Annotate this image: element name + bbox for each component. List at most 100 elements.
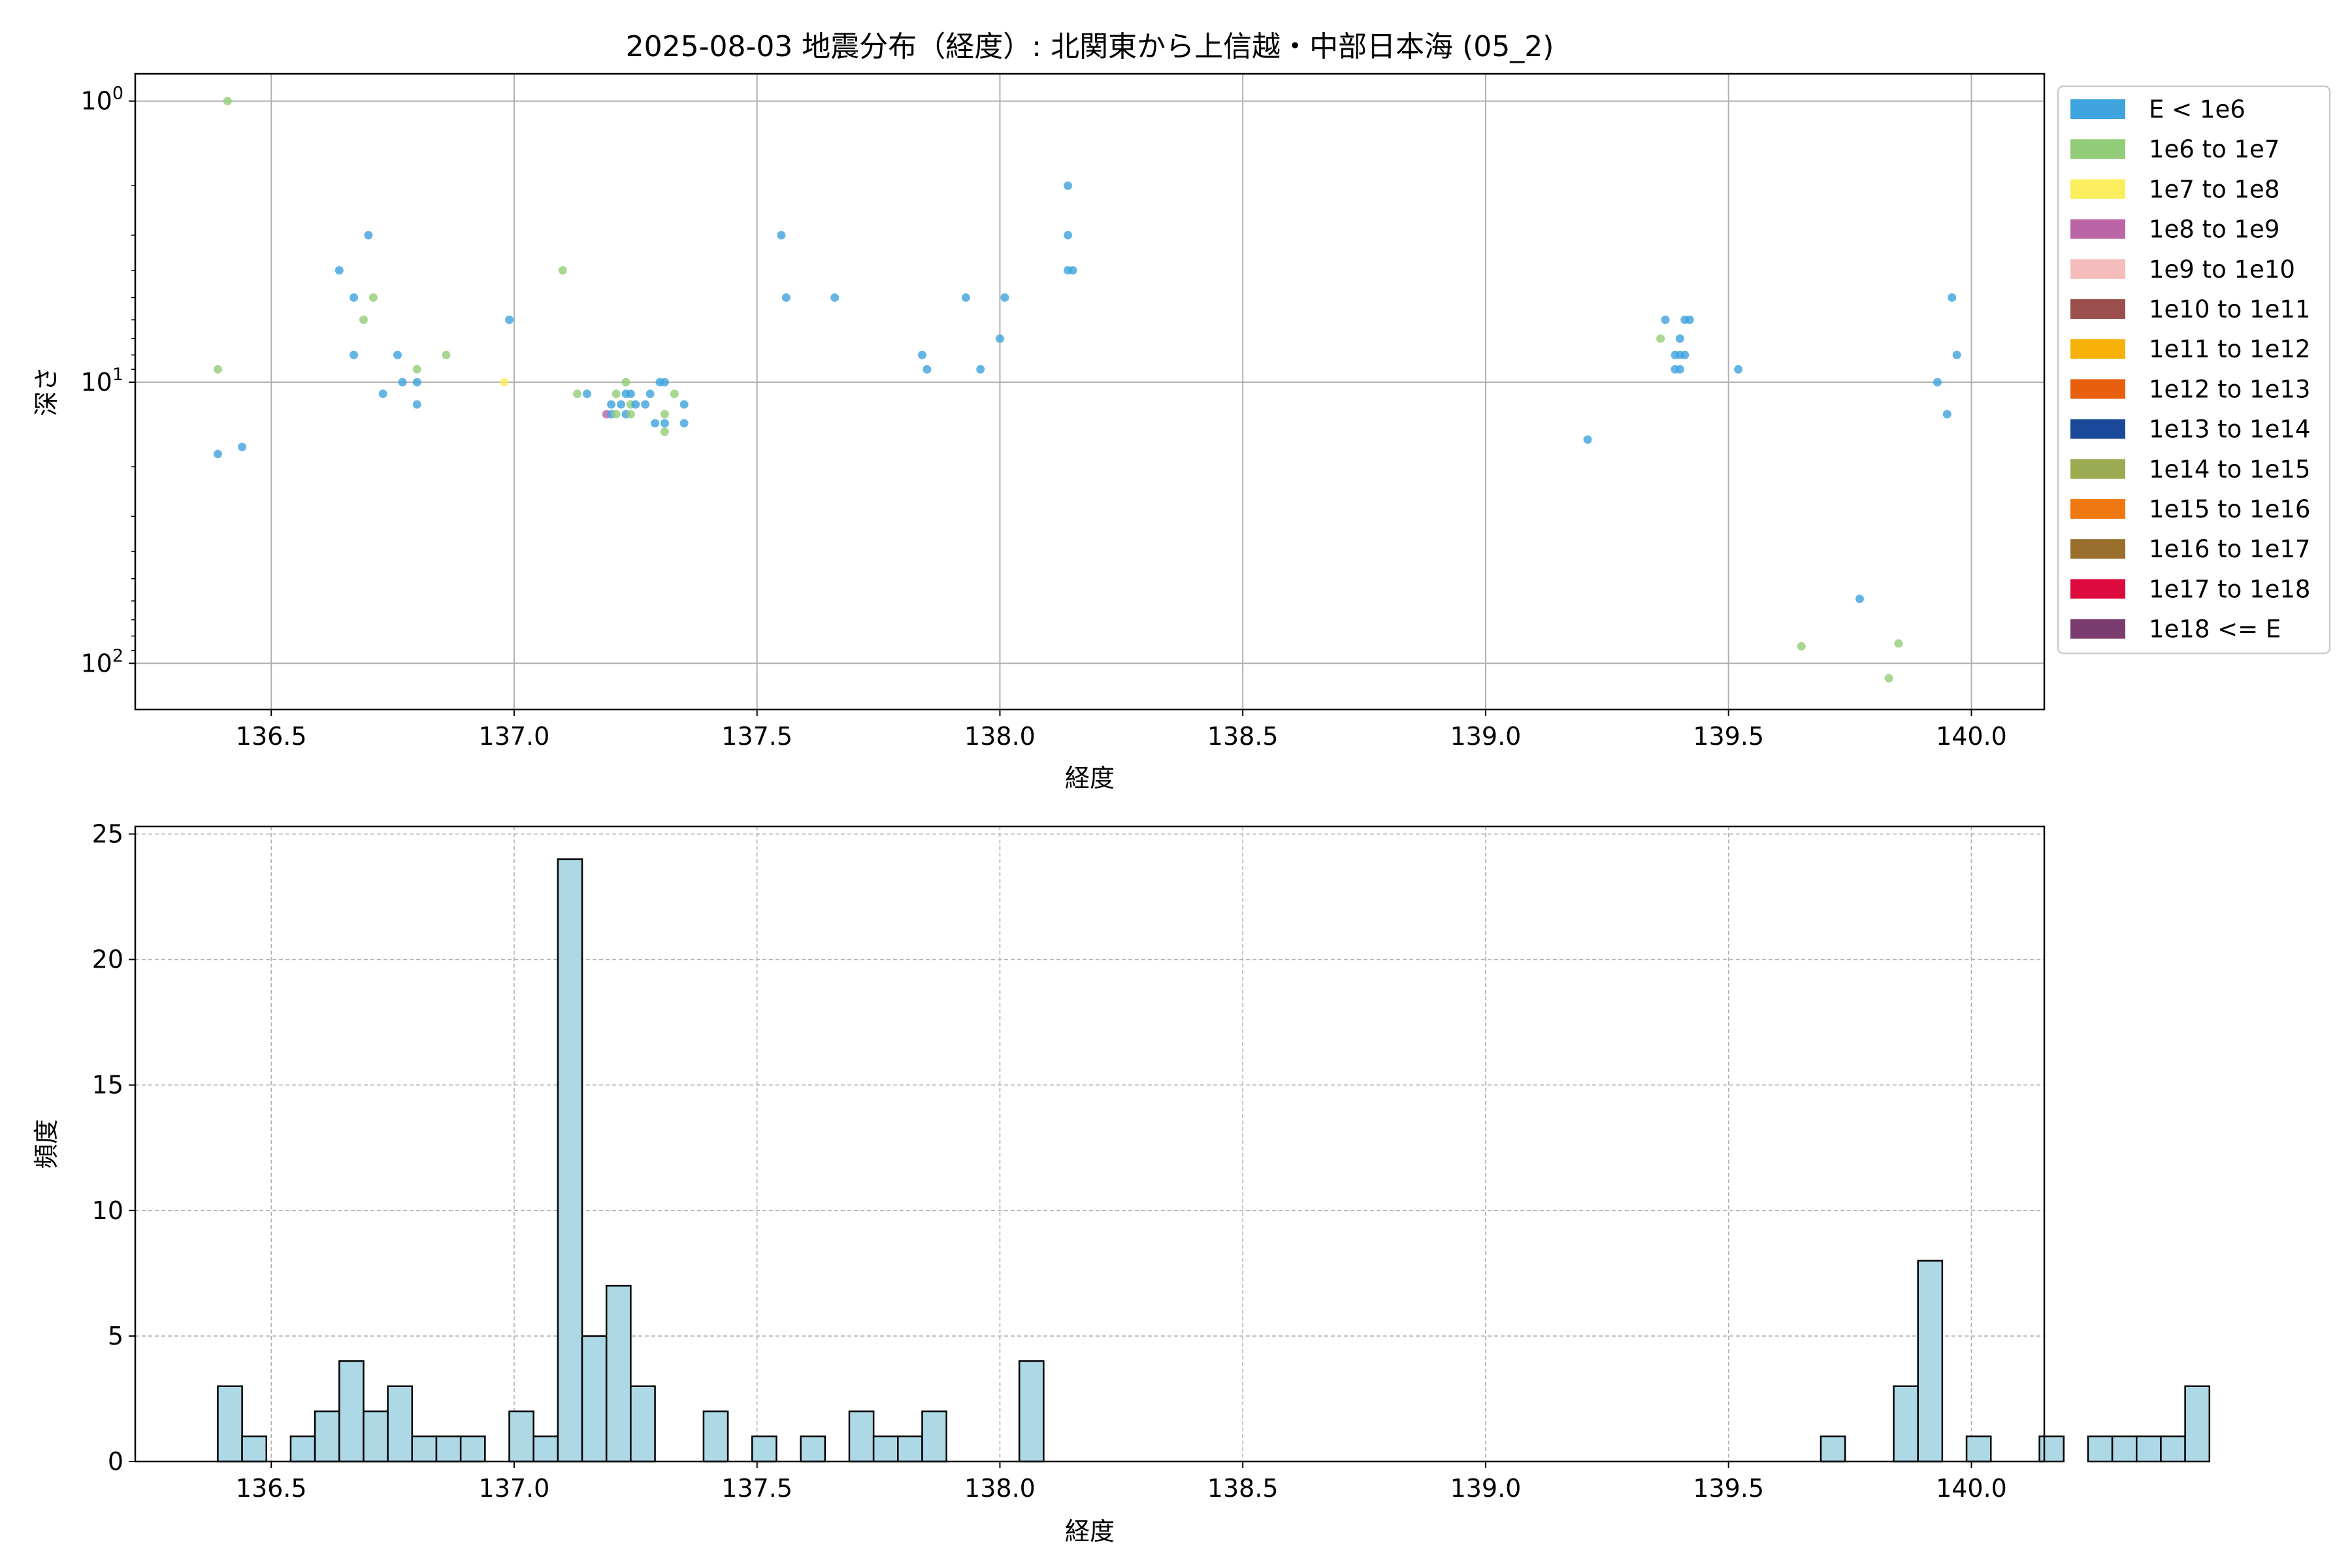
x-tick-label: 139.0 — [1450, 1474, 1522, 1503]
legend-label: 1e8 to 1e9 — [2149, 216, 2279, 244]
y-tick-base: 10 — [80, 87, 112, 116]
scatter-point — [995, 334, 1004, 343]
scatter-point — [412, 365, 421, 374]
histogram-y-axis-label: 頻度 — [32, 1119, 61, 1169]
histogram-bar — [387, 1385, 414, 1463]
scatter-point — [607, 400, 616, 409]
scatter-point — [781, 293, 791, 302]
x-tick-label: 140.0 — [1936, 722, 2007, 751]
scatter-point — [412, 400, 421, 409]
scatter-point — [393, 350, 402, 359]
scatter-point — [651, 419, 660, 428]
legend-swatch — [2070, 379, 2125, 399]
histogram-bar — [848, 1410, 875, 1463]
scatter-point — [1068, 266, 1077, 275]
scatter-point — [660, 419, 669, 428]
y-tick-label: 102 — [80, 645, 123, 678]
scatter-point — [1656, 334, 1665, 343]
legend-swatch — [2070, 419, 2125, 439]
scatter-x-ticks: 136.5 137.0 137.5 138.0 138.5 139.0 139.5 140.0 — [236, 710, 2007, 751]
legend-label: 1e6 to 1e7 — [2149, 135, 2279, 163]
histogram-bar — [581, 1335, 608, 1463]
scatter-x-axis-label: 経度 — [1065, 764, 1115, 792]
scatter-point — [378, 389, 387, 399]
legend-label: 1e9 to 1e10 — [2149, 255, 2295, 284]
scatter-point — [213, 449, 222, 459]
x-tick-label: 138.5 — [1207, 1474, 1279, 1503]
histogram-bar — [897, 1435, 923, 1463]
histogram-bar — [459, 1435, 486, 1463]
histogram-plot-frame — [134, 825, 2046, 1463]
histogram-bar — [921, 1410, 947, 1463]
scatter-point — [368, 293, 378, 302]
y-tick-label: 100 — [80, 84, 123, 116]
legend-label: 1e11 to 1e12 — [2149, 335, 2310, 363]
histogram-y-ticks: 0 5 10 15 20 25 — [92, 820, 135, 1476]
histogram-bar — [2111, 1435, 2138, 1463]
scatter-point — [1948, 293, 1957, 302]
y-tick-label: 5 — [108, 1322, 123, 1350]
legend-swatch — [2070, 539, 2125, 559]
histogram-x-ticks: 136.5 137.0 137.5 138.0 138.5 139.0 139.5 140.0 — [236, 1462, 2007, 1503]
scatter-point — [350, 350, 359, 359]
legend-label: 1e12 to 1e13 — [2149, 375, 2310, 403]
scatter-point — [412, 378, 421, 387]
scatter-y-axis-label: 深さ — [32, 367, 61, 416]
scatter-point — [582, 389, 591, 399]
scatter-point — [645, 389, 655, 399]
scatter-point — [612, 389, 621, 399]
scatter-point — [1855, 595, 1864, 604]
histogram-bar — [241, 1435, 267, 1463]
histogram-bar — [605, 1284, 632, 1463]
scatter-point — [350, 293, 359, 302]
legend: E < 1e6 1e6 to 1e7 1e7 to 1e8 1e8 to 1e9 1e9… — [2057, 85, 2331, 655]
scatter-point — [1797, 642, 1806, 651]
y-tick-exponent: 2 — [112, 645, 123, 666]
histogram-bar — [2184, 1385, 2211, 1463]
legend-label: 1e14 to 1e15 — [2149, 455, 2310, 483]
histogram-bar — [557, 858, 583, 1463]
histogram-bar — [2160, 1435, 2186, 1463]
scatter-point — [660, 410, 669, 419]
legend-label: 1e10 to 1e11 — [2149, 295, 2310, 323]
legend-label: 1e16 to 1e17 — [2149, 535, 2310, 563]
histogram-bar — [751, 1435, 777, 1463]
histogram-bar — [314, 1410, 340, 1463]
legend-label: 1e15 to 1e16 — [2149, 495, 2310, 523]
scatter-point — [626, 389, 635, 399]
scatter-point — [1734, 365, 1743, 374]
histogram-bar — [508, 1410, 534, 1463]
legend-label: 1e13 to 1e14 — [2149, 416, 2310, 444]
histogram-bar — [872, 1435, 899, 1463]
histogram-bar — [1820, 1435, 1846, 1463]
y-tick-base: 10 — [80, 368, 112, 397]
scatter-point — [558, 266, 567, 275]
histogram-bar — [1917, 1260, 1944, 1463]
x-tick-label: 138.0 — [964, 722, 1036, 751]
scatter-point — [917, 350, 926, 359]
scatter-point — [1884, 674, 1893, 683]
scatter-point — [500, 378, 509, 387]
scatter-point — [335, 266, 344, 275]
y-tick-label: 15 — [92, 1071, 123, 1100]
x-tick-label: 138.5 — [1207, 722, 1279, 751]
legend-label: E < 1e6 — [2149, 95, 2246, 123]
legend-swatch — [2070, 219, 2125, 239]
histogram-bar — [411, 1435, 438, 1463]
scatter-point — [679, 419, 689, 428]
scatter-point — [223, 97, 232, 106]
scatter-point — [626, 410, 635, 419]
histogram-grid — [135, 826, 2044, 1462]
scatter-point — [1894, 639, 1903, 648]
legend-label: 1e18 <= E — [2149, 615, 2281, 644]
legend-swatch — [2070, 259, 2125, 279]
legend-swatch — [2070, 299, 2125, 319]
x-tick-label: 139.0 — [1450, 722, 1522, 751]
legend-swatch — [2070, 459, 2125, 479]
histogram-bar — [800, 1435, 826, 1463]
scatter-point — [1064, 181, 1073, 190]
y-tick-label: 20 — [92, 945, 123, 974]
histogram-bar — [1893, 1385, 1919, 1463]
y-tick-label: 25 — [92, 820, 123, 849]
